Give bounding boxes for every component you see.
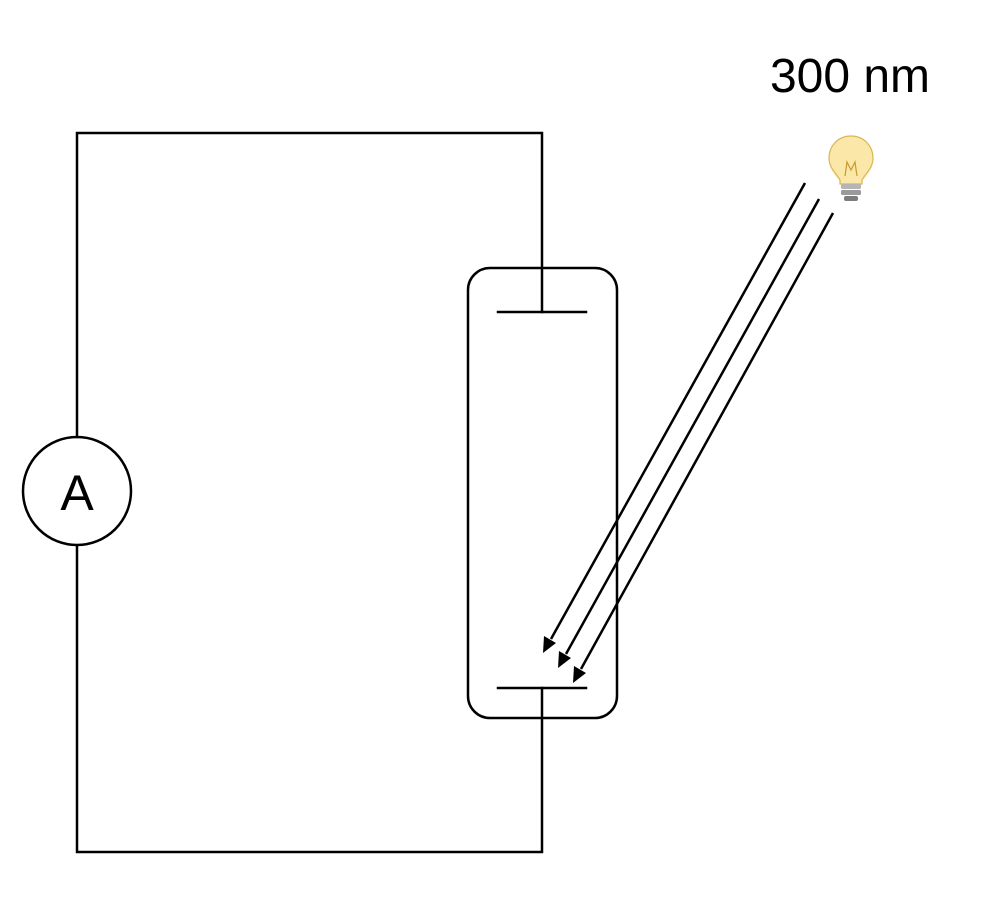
light-ray-2 bbox=[564, 198, 821, 655]
light-bulb-icon bbox=[828, 135, 874, 201]
wire-bottom bbox=[75, 544, 544, 854]
light-ray-3 bbox=[579, 212, 835, 670]
circuit-wires bbox=[75, 131, 544, 854]
light-ray-2-arrowhead bbox=[558, 651, 571, 668]
wire-top bbox=[75, 131, 544, 439]
ammeter-circle bbox=[21, 435, 133, 547]
light-ray-1 bbox=[549, 182, 807, 640]
bulb-base-middle bbox=[841, 190, 861, 195]
bulb-base-bottom bbox=[844, 196, 858, 201]
wavelength-label: 300 nm bbox=[770, 50, 930, 103]
ammeter: A bbox=[21, 435, 133, 547]
light-rays bbox=[543, 182, 835, 683]
ammeter-label: A bbox=[60, 465, 94, 521]
bulb-filament bbox=[844, 160, 858, 177]
vacuum-tube bbox=[466, 266, 619, 720]
light-ray-3-arrowhead bbox=[573, 666, 586, 683]
bulb-base-top bbox=[841, 184, 861, 189]
light-ray-1-arrowhead bbox=[543, 636, 556, 653]
